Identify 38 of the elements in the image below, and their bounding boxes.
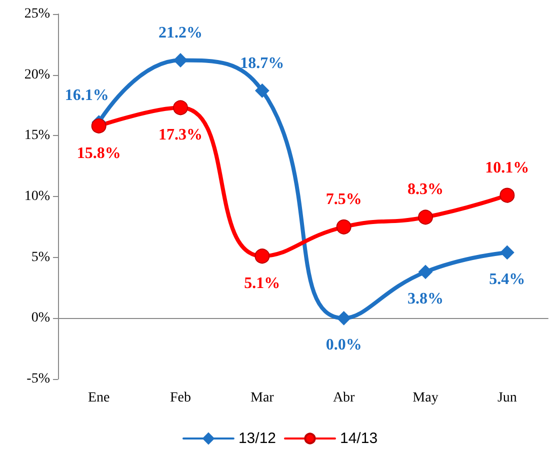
x-tick-label: May [412, 390, 438, 406]
point [418, 210, 433, 225]
data-label: 7.5% [326, 190, 362, 208]
y-tick-label: -5% [26, 372, 50, 386]
point [173, 100, 188, 116]
data-label: 10.1% [485, 159, 530, 176]
y-tick-label: 10% [24, 189, 50, 204]
point [255, 84, 270, 98]
y-tick-label: 0% [31, 310, 50, 326]
data-label: 18.7% [240, 55, 284, 72]
data-label: 21.2% [158, 24, 202, 42]
point [254, 248, 270, 264]
data-label: 16.1% [64, 86, 109, 104]
point [418, 264, 432, 279]
point [336, 311, 351, 326]
point [336, 219, 352, 234]
data-label: 15.8% [76, 144, 121, 162]
point [174, 53, 188, 68]
y-tick-label: 15% [24, 128, 50, 144]
point [91, 118, 106, 134]
legend-label: 14/13 [340, 430, 378, 447]
x-tick-label: Jun [497, 390, 517, 406]
x-tick-label: Ene [88, 390, 110, 406]
data-label: 17.3% [158, 126, 202, 144]
y-tick-label: 25% [24, 6, 50, 22]
legend-label: 13/12 [238, 430, 276, 447]
y-tick-label: 20% [24, 67, 50, 82]
data-label: 5.4% [489, 270, 526, 288]
y-tick-label: 5% [31, 250, 50, 265]
x-tick-label: Mar [250, 390, 274, 406]
data-label: 0.0% [326, 336, 362, 354]
x-tick-label: Abr [332, 390, 356, 406]
x-tick-label: Feb [170, 390, 191, 406]
point [500, 245, 514, 260]
data-label: 5.1% [244, 275, 280, 292]
point [500, 188, 515, 203]
data-label: 3.8% [408, 290, 444, 308]
data-label: 8.3% [408, 181, 444, 198]
